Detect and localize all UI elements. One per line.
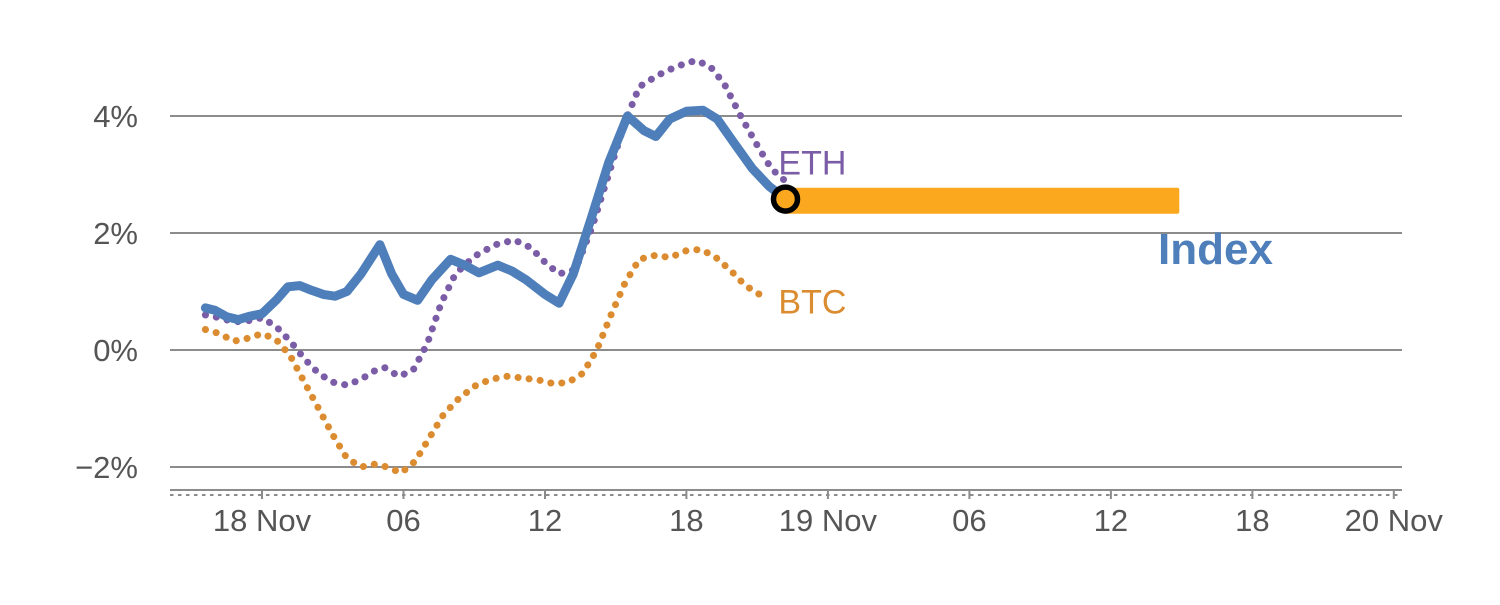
index-projection-bar[interactable]: [785, 187, 1180, 214]
y-tick-label: 2%: [93, 216, 138, 251]
x-tick-label: 12: [1094, 503, 1128, 538]
x-tick-label: 18 Nov: [213, 503, 312, 538]
x-tick-label: 12: [528, 503, 562, 538]
series-line-index: [200, 105, 790, 325]
index-last-point-marker[interactable]: [770, 184, 801, 214]
x-tick-label: 06: [952, 503, 986, 538]
series-label-eth: ETH: [778, 145, 846, 183]
x-tick-label: 18: [1235, 503, 1269, 538]
y-tick-label: 0%: [93, 333, 138, 368]
x-tick-label: 06: [386, 503, 420, 538]
y-tick-label: 4%: [93, 99, 138, 134]
series-label-index: Index: [1158, 225, 1273, 274]
series-line-eth: [201, 56, 792, 389]
series-label-btc: BTC: [778, 284, 846, 322]
x-tick-label: 20 Nov: [1345, 503, 1444, 538]
x-tick-label: 18: [669, 503, 703, 538]
x-tick-label: 19 Nov: [779, 503, 878, 538]
series-line-btc: [201, 245, 773, 477]
y-tick-label: −2%: [75, 450, 138, 485]
